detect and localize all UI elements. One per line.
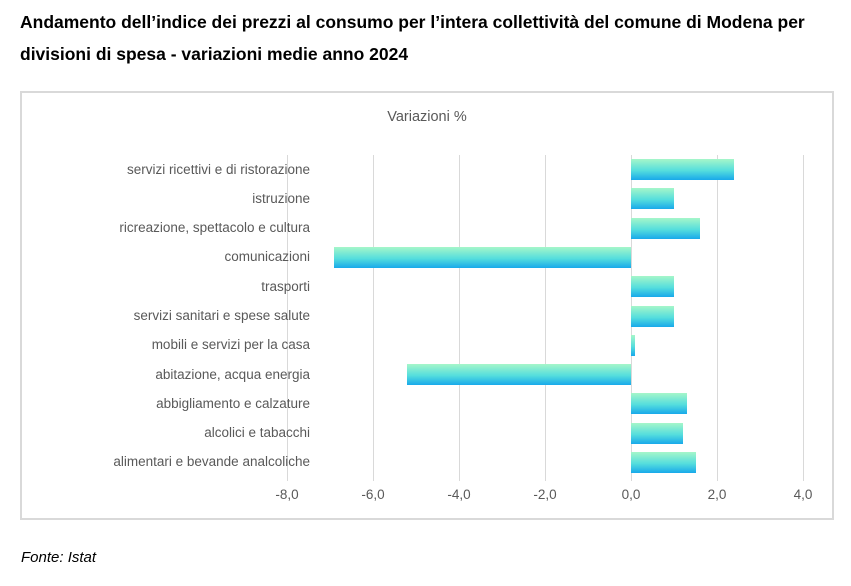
plot-area	[287, 155, 804, 481]
bar	[631, 334, 636, 356]
page-title: Andamento dell’indice dei prezzi al cons…	[20, 12, 805, 64]
category-label: servizi sanitari e spese salute	[133, 308, 310, 323]
bar	[631, 305, 674, 327]
x-tick-label: 0,0	[621, 487, 641, 502]
gridline	[459, 155, 460, 477]
chart-title: Variazioni %	[387, 109, 467, 125]
x-tick-label: -4,0	[447, 487, 471, 502]
gridline	[545, 155, 546, 477]
category-label: alcolici e tabacchi	[204, 425, 310, 441]
axis-tick	[717, 477, 718, 481]
x-tick-label: 2,0	[707, 487, 727, 502]
bar	[631, 188, 674, 210]
bar	[631, 276, 674, 298]
category-label: abbigliamento e calzature	[156, 395, 310, 411]
bar	[407, 364, 631, 386]
axis-tick	[459, 477, 460, 481]
source-note: Fonte: Istat	[21, 549, 97, 566]
x-tick-label: -6,0	[361, 487, 385, 502]
category-label: ricreazione, spettacolo e cultura	[119, 220, 310, 236]
bar-chart: Variazioni % servizi ricettivi e di rist…	[20, 91, 834, 520]
bar	[631, 159, 735, 181]
bar	[631, 451, 696, 473]
gridline	[373, 155, 374, 477]
category-label: comunicazioni	[224, 249, 310, 265]
category-label: alimentari e bevande analcoliche	[113, 454, 310, 470]
axis-tick	[287, 477, 288, 481]
category-label: istruzione	[252, 190, 310, 206]
axis-tick	[803, 477, 804, 481]
axis-tick	[631, 477, 632, 481]
x-tick-label: 4,0	[793, 487, 813, 502]
bar	[631, 393, 687, 415]
bar	[334, 246, 631, 268]
gridline	[803, 155, 804, 477]
category-label: mobili e servizi per la casa	[151, 337, 310, 353]
category-label: abitazione, acqua energia	[155, 366, 310, 382]
axis-tick	[545, 477, 546, 481]
axis-tick	[373, 477, 374, 481]
gridline	[287, 155, 288, 477]
gridline	[717, 155, 718, 477]
x-tick-label: -8,0	[275, 487, 299, 502]
category-label: servizi ricettivi e di ristorazione	[126, 161, 310, 177]
bar	[631, 422, 683, 444]
x-tick-label: -2,0	[533, 487, 557, 502]
category-label: trasporti	[261, 278, 310, 294]
bar	[631, 217, 700, 239]
